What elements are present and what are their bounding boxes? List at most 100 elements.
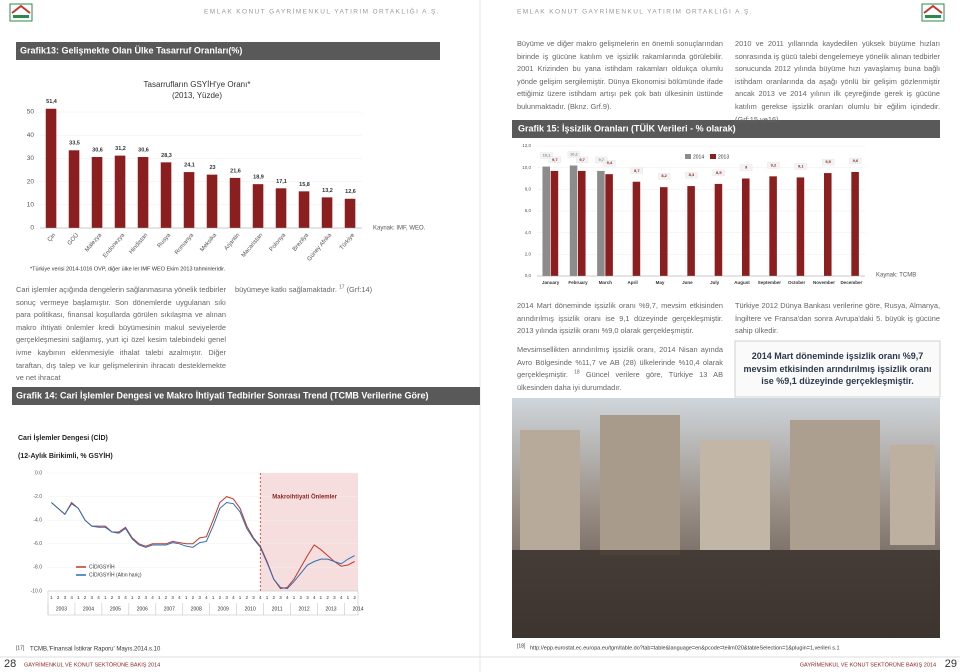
y-tick-label: -10.0 <box>31 588 43 594</box>
line-series <box>51 496 355 590</box>
value-label: 21,6 <box>230 168 241 174</box>
bar <box>252 184 264 228</box>
bar <box>769 176 777 276</box>
x-tick-label: February <box>568 280 588 285</box>
text: 2014 Mart döneminde işsizlik oranı %9,7 … <box>743 351 932 387</box>
bar <box>542 166 551 276</box>
value-label: 30,6 <box>92 147 103 153</box>
logo-left <box>9 3 33 22</box>
x-group-label: 2004 <box>83 606 94 612</box>
bar <box>321 197 333 228</box>
bar <box>275 188 287 228</box>
x-tick-label: 2 <box>84 595 87 600</box>
chart-subtitle: (2013, Yüzde) <box>172 91 222 100</box>
bar <box>851 172 859 276</box>
chart-title: Grafik 15: İşsizlik Oranları (TÜİK Veril… <box>518 123 736 133</box>
value-label-box <box>630 167 643 174</box>
x-group-label: 2014 <box>352 606 363 612</box>
bar <box>597 170 605 276</box>
annotation: Makroihtiyati Önlemler <box>272 494 337 501</box>
photo <box>512 398 940 638</box>
bar <box>660 187 668 276</box>
bar <box>632 181 641 276</box>
x-tick-label: 4 <box>313 595 316 600</box>
x-tick-label: Rusya <box>157 232 173 249</box>
y-tick-label: 4,0 <box>525 230 532 235</box>
x-tick-label: 2 <box>299 595 302 600</box>
page-number: 28 <box>4 658 16 670</box>
x-tick-label: May <box>656 280 665 285</box>
x-tick-label: 3 <box>144 595 147 600</box>
x-tick-label: Çin <box>47 232 57 243</box>
bar <box>137 157 149 228</box>
y-tick-label: 40 <box>27 132 35 139</box>
value-label: 51,4 <box>46 99 58 105</box>
y-tick-label: 20 <box>27 178 35 185</box>
value-label: 9,4 <box>607 160 613 165</box>
x-group-label: 2008 <box>191 606 202 612</box>
x-tick-label: 4 <box>151 595 154 600</box>
footnote-number: [17] <box>16 645 25 651</box>
x-tick-label: Meksika <box>199 232 218 253</box>
x-tick-label: Güney Afrika <box>307 232 334 263</box>
x-tick-label: April <box>628 280 638 285</box>
bar <box>206 174 218 228</box>
x-tick-label: 3 <box>171 595 174 600</box>
y-tick-label: 10,0 <box>522 165 531 170</box>
bar <box>714 183 723 276</box>
bar <box>160 162 172 228</box>
x-axis-band <box>47 590 359 616</box>
x-tick-label: 2 <box>219 595 222 600</box>
x-tick-label: 4 <box>97 595 100 600</box>
x-tick-label: Macaristan <box>241 232 264 258</box>
value-label-box <box>575 156 589 164</box>
x-tick-label: November <box>813 280 835 285</box>
footnote: http://epp.eurostat.ec.europa.eu/tgm/tab… <box>530 645 840 651</box>
title-bar <box>12 387 480 405</box>
y-tick-label: -4.0 <box>33 518 42 524</box>
paragraph: 2010 ve 2011 yıllarında kaydedilen yükse… <box>735 39 940 124</box>
paragraph: 2014 Mart döneminde işsizlik oranı %9,7,… <box>517 301 723 336</box>
y-tick-label: 8,0 <box>525 187 532 192</box>
text: Güncel verilere göre, Türkiye 13 AB ülke… <box>517 370 724 392</box>
y-tick-label: -6.0 <box>33 541 42 547</box>
value-label: 9,6 <box>853 158 859 163</box>
x-tick-label: March <box>599 280 613 285</box>
bar <box>605 174 613 276</box>
paragraph: Cari işlemler açığında dengelerin sağlan… <box>16 285 226 383</box>
header-company: EMLAK KONUT GAYRİMENKUL YATIRIM ORTAKLIĞ… <box>517 7 753 16</box>
bar <box>68 150 80 228</box>
value-label: 8,2 <box>661 173 667 178</box>
value-label: 9 <box>745 165 748 170</box>
footer-text: GAYRİMENKUL VE KONUT SEKTÖRÜNE BAKIŞ 201… <box>24 661 160 668</box>
value-label-box <box>657 173 671 180</box>
legend-label: CİD/GSYİH (Altın hariç) <box>89 571 142 578</box>
bar <box>824 173 832 276</box>
x-group-label: 2010 <box>245 606 256 612</box>
bar <box>114 155 126 228</box>
x-tick-label: 3 <box>64 595 67 600</box>
x-tick-label: 1 <box>50 595 53 600</box>
x-tick-label: 1 <box>185 595 188 600</box>
x-tick-label: 3 <box>198 595 201 600</box>
x-tick-label: 2 <box>111 595 114 600</box>
x-tick-label: August <box>734 280 750 285</box>
chart-title: Grafik 14: Cari İşlemler Dengesi ve Makr… <box>16 390 428 400</box>
x-tick-label: 4 <box>232 595 235 600</box>
y-tick-label: 2,0 <box>525 252 532 257</box>
value-label: 31,2 <box>115 146 126 152</box>
x-group-label: 2013 <box>325 606 336 612</box>
annotation-region <box>260 473 358 591</box>
bar <box>45 108 57 228</box>
value-label-box <box>794 163 807 170</box>
x-tick-label: 1 <box>347 595 350 600</box>
value-label: 18,9 <box>253 175 264 181</box>
legend-label: 2013 <box>718 154 729 160</box>
paragraph: Mevsimsellikten arındırılmış işsizlik or… <box>517 344 723 394</box>
chart-subtitle: (12-Aylık Birikimli, % GSYİH) <box>18 452 113 460</box>
x-tick-label: 1 <box>104 595 107 600</box>
paragraph: Türkiye 2012 Dünya Bankası verilerine gö… <box>735 301 940 336</box>
x-tick-label: 4 <box>178 595 181 600</box>
bar <box>229 177 241 228</box>
